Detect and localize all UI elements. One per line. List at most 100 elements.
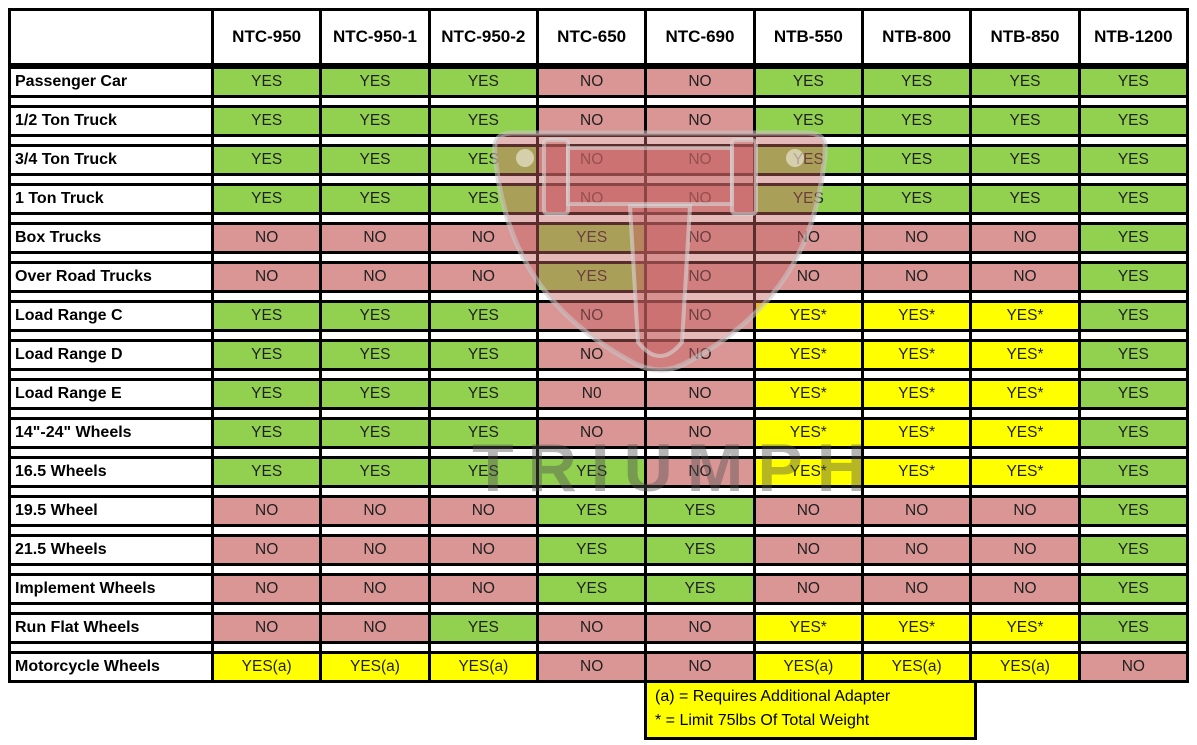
table-cell: NO bbox=[211, 498, 320, 524]
table-cell: NO bbox=[536, 147, 645, 173]
table-cell: NO bbox=[319, 264, 428, 290]
table-cell: YES bbox=[427, 420, 536, 446]
table-cell: NO bbox=[644, 186, 753, 212]
row-label: Box Trucks bbox=[11, 225, 211, 251]
table-cell: YES* bbox=[861, 420, 970, 446]
row-label: Motorcycle Wheels bbox=[11, 654, 211, 680]
table-cell: NO bbox=[319, 576, 428, 602]
table-row: 21.5 Wheels NO NO NO YES YES NO NO NO YES bbox=[8, 534, 1189, 566]
table-cell: YES bbox=[644, 537, 753, 563]
table-cell: NO bbox=[536, 615, 645, 641]
table-cell: YES bbox=[427, 459, 536, 485]
table-cell: YES* bbox=[969, 420, 1078, 446]
row-label: 1 Ton Truck bbox=[11, 186, 211, 212]
row-gap bbox=[8, 605, 1189, 612]
table-cell: YES bbox=[211, 69, 320, 95]
table-cell: NO bbox=[644, 654, 753, 680]
table-row: 16.5 Wheels YES YES YES YES NO YES* YES* YES* YES bbox=[8, 456, 1189, 488]
table-cell: YES* bbox=[861, 303, 970, 329]
table-cell: NO bbox=[427, 264, 536, 290]
table-cell: NO bbox=[536, 654, 645, 680]
table-cell: YES(a) bbox=[861, 654, 970, 680]
table-row: 19.5 Wheel NO NO NO YES YES NO NO NO YES bbox=[8, 495, 1189, 527]
table-cell: NO bbox=[536, 69, 645, 95]
table-cell: YES bbox=[319, 342, 428, 368]
table-cell: YES bbox=[1077, 264, 1186, 290]
table-cell: YES bbox=[1077, 498, 1186, 524]
table-cell: NO bbox=[861, 225, 970, 251]
column-header-ntb-550: NTB-550 bbox=[752, 11, 861, 63]
table-cell: NO bbox=[536, 108, 645, 134]
table-row: Passenger Car YES YES YES NO NO YES YES YES YES bbox=[8, 66, 1189, 98]
table-cell: YES(a) bbox=[752, 654, 861, 680]
row-gap bbox=[8, 254, 1189, 261]
table-cell: YES bbox=[319, 108, 428, 134]
column-header-ntc-950: NTC-950 bbox=[211, 11, 320, 63]
row-label: Load Range D bbox=[11, 342, 211, 368]
column-header-ntc-650: NTC-650 bbox=[536, 11, 645, 63]
table-cell: YES(a) bbox=[319, 654, 428, 680]
table-cell: NO bbox=[969, 498, 1078, 524]
row-gap bbox=[8, 488, 1189, 495]
table-cell: NO bbox=[211, 615, 320, 641]
table-cell: YES bbox=[427, 147, 536, 173]
table-cell: YES bbox=[211, 108, 320, 134]
table-cell: YES bbox=[211, 459, 320, 485]
table-cell: NO bbox=[752, 498, 861, 524]
row-gap bbox=[8, 566, 1189, 573]
table-cell: NO bbox=[427, 225, 536, 251]
table-row: 14"-24" Wheels YES YES YES NO NO YES* YES* YES* Y… bbox=[8, 417, 1189, 449]
table-cell: NO bbox=[861, 576, 970, 602]
table-cell: YES* bbox=[969, 459, 1078, 485]
table-cell: NO bbox=[752, 576, 861, 602]
table-cell: NO bbox=[644, 225, 753, 251]
table-cell: YES bbox=[1077, 186, 1186, 212]
table-cell: NO bbox=[536, 303, 645, 329]
table-cell: YES bbox=[319, 420, 428, 446]
table-cell: YES* bbox=[752, 615, 861, 641]
table-row: Load Range D YES YES YES NO NO YES* YES* YES* YES bbox=[8, 339, 1189, 371]
table-cell: YES bbox=[427, 108, 536, 134]
row-gap bbox=[8, 98, 1189, 105]
row-gap bbox=[8, 332, 1189, 339]
table-cell: YES bbox=[1077, 459, 1186, 485]
table-cell: YES* bbox=[861, 459, 970, 485]
table-cell: NO bbox=[319, 225, 428, 251]
table-cell: YES bbox=[752, 186, 861, 212]
table-cell: YES* bbox=[752, 342, 861, 368]
table-cell: NO bbox=[644, 420, 753, 446]
column-header-ntb-850: NTB-850 bbox=[969, 11, 1078, 63]
table-cell: YES* bbox=[969, 342, 1078, 368]
table-cell: YES* bbox=[969, 381, 1078, 407]
column-header-ntc-690: NTC-690 bbox=[644, 11, 753, 63]
table-cell: NO bbox=[644, 303, 753, 329]
legend-note-weight-limit: * = Limit 75lbs Of Total Weight bbox=[655, 712, 870, 729]
legend-note-adapter: (a) = Requires Additional Adapter bbox=[655, 688, 891, 705]
table-cell: YES bbox=[644, 576, 753, 602]
column-header-ntb-800: NTB-800 bbox=[861, 11, 970, 63]
column-header-ntc-950-2: NTC-950-2 bbox=[427, 11, 536, 63]
table-cell: NO bbox=[644, 108, 753, 134]
row-label: 19.5 Wheel bbox=[11, 498, 211, 524]
table-cell: NO bbox=[861, 264, 970, 290]
table-cell: YES bbox=[536, 537, 645, 563]
table-cell: NO bbox=[427, 498, 536, 524]
table-cell: YES bbox=[1077, 108, 1186, 134]
table-cell: YES* bbox=[969, 615, 1078, 641]
table-cell: YES bbox=[427, 303, 536, 329]
table-cell: YES bbox=[319, 186, 428, 212]
row-label: Run Flat Wheels bbox=[11, 615, 211, 641]
table-cell: NO bbox=[752, 264, 861, 290]
row-gap bbox=[8, 293, 1189, 300]
table-cell: NO bbox=[211, 264, 320, 290]
row-label: 16.5 Wheels bbox=[11, 459, 211, 485]
table-cell: NO bbox=[319, 615, 428, 641]
table-cell: NO bbox=[969, 264, 1078, 290]
table-row: 3/4 Ton Truck YES YES YES NO NO YES YES YES YES bbox=[8, 144, 1189, 176]
table-cell: YES bbox=[1077, 147, 1186, 173]
row-label: 1/2 Ton Truck bbox=[11, 108, 211, 134]
row-label: 21.5 Wheels bbox=[11, 537, 211, 563]
table-cell: NO bbox=[752, 537, 861, 563]
table-cell: NO bbox=[644, 342, 753, 368]
